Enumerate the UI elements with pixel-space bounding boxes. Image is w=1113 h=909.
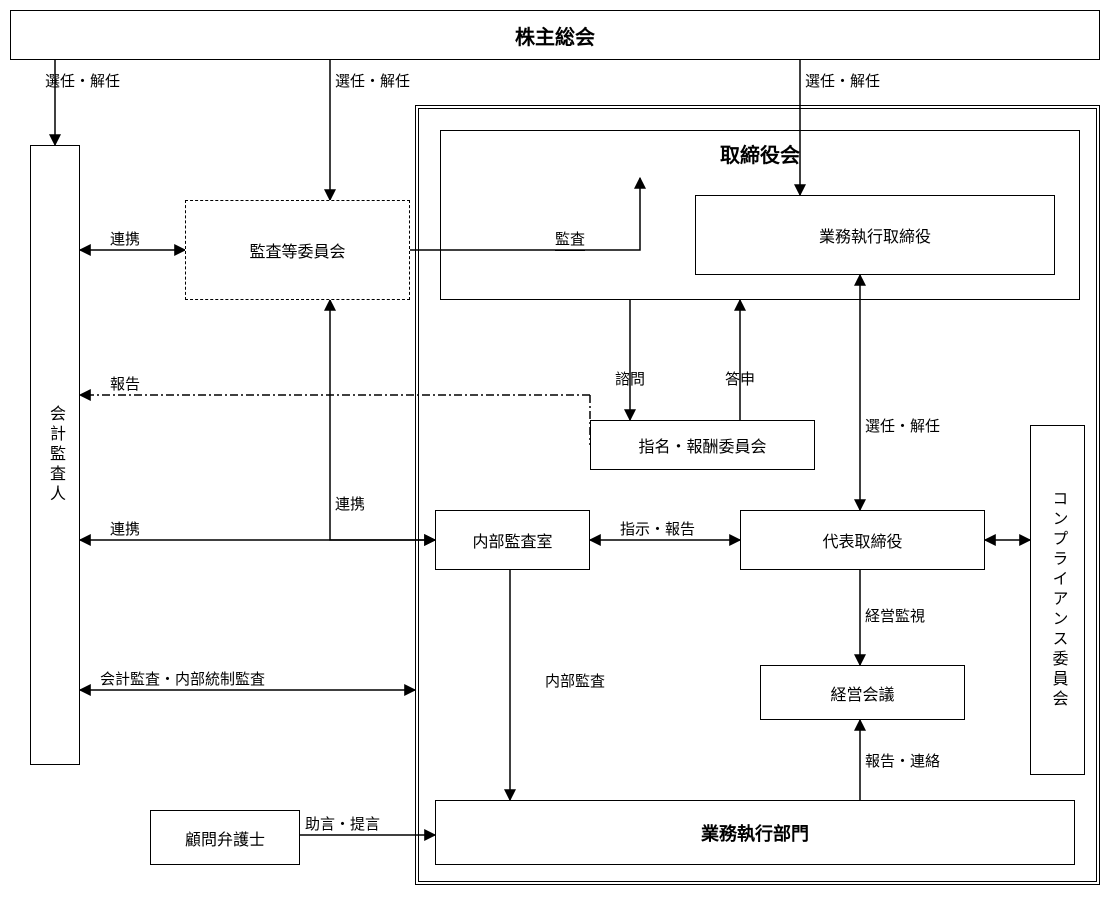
label: コンプライアンス委員会 (1046, 490, 1070, 710)
edge-label-e7: 諮問 (615, 368, 645, 389)
edge-label-e16: 報告・連絡 (865, 750, 940, 771)
node-shareholders: 株主総会 (10, 10, 1100, 60)
edge-label-e2: 選任・解任 (335, 70, 410, 91)
edge-label-e18: 助言・提言 (305, 813, 380, 834)
node-legal-counsel: 顧問弁護士 (150, 810, 300, 865)
node-nomination-committee: 指名・報酬委員会 (590, 420, 815, 470)
node-representative-director: 代表取締役 (740, 510, 985, 570)
edge-label-e14: 会計監査・内部統制監査 (100, 668, 265, 689)
edge-label-e15: 経営監視 (865, 605, 925, 626)
edge-label-e10: 連携 (335, 493, 365, 514)
label: 監査等委員会 (249, 238, 345, 262)
edge-label-e3: 選任・解任 (805, 70, 880, 91)
edge-label-e4: 連携 (110, 228, 140, 249)
edge-label-e5: 監査 (555, 228, 585, 251)
node-auditor: 会計監査人 (30, 145, 80, 765)
label: 内部監査室 (472, 528, 552, 552)
edge-label-e17: 内部監査 (545, 670, 605, 691)
node-management-meeting: 経営会議 (760, 665, 965, 720)
label: 顧問弁護士 (185, 826, 265, 850)
label: 取締役会 (720, 139, 800, 168)
node-exec-directors: 業務執行取締役 (695, 195, 1055, 275)
edge-label-e12: 指示・報告 (620, 518, 695, 539)
label: 経営会議 (830, 681, 894, 705)
label: 代表取締役 (822, 528, 902, 552)
label: 業務執行取締役 (819, 223, 931, 247)
node-exec-department: 業務執行部門 (435, 800, 1075, 865)
edge-label-e11: 連携 (110, 518, 140, 539)
label: 業務執行部門 (701, 820, 809, 846)
edge-label-e1: 選任・解任 (45, 70, 120, 91)
label: 株主総会 (515, 21, 595, 50)
edge-label-e8: 答申 (725, 368, 755, 389)
node-compliance-committee: コンプライアンス委員会 (1030, 425, 1085, 775)
edge-label-e6: 報告 (110, 373, 140, 394)
node-audit-committee: 監査等委員会 (185, 200, 410, 300)
node-internal-audit: 内部監査室 (435, 510, 590, 570)
governance-diagram: 株主総会 会計監査人 監査等委員会 取締役会 業務執行取締役 指名・報酬委員会 … (0, 0, 1113, 909)
edge-label-e9: 選任・解任 (865, 415, 940, 436)
label: 会計監査人 (43, 405, 67, 505)
label: 指名・報酬委員会 (638, 433, 766, 457)
